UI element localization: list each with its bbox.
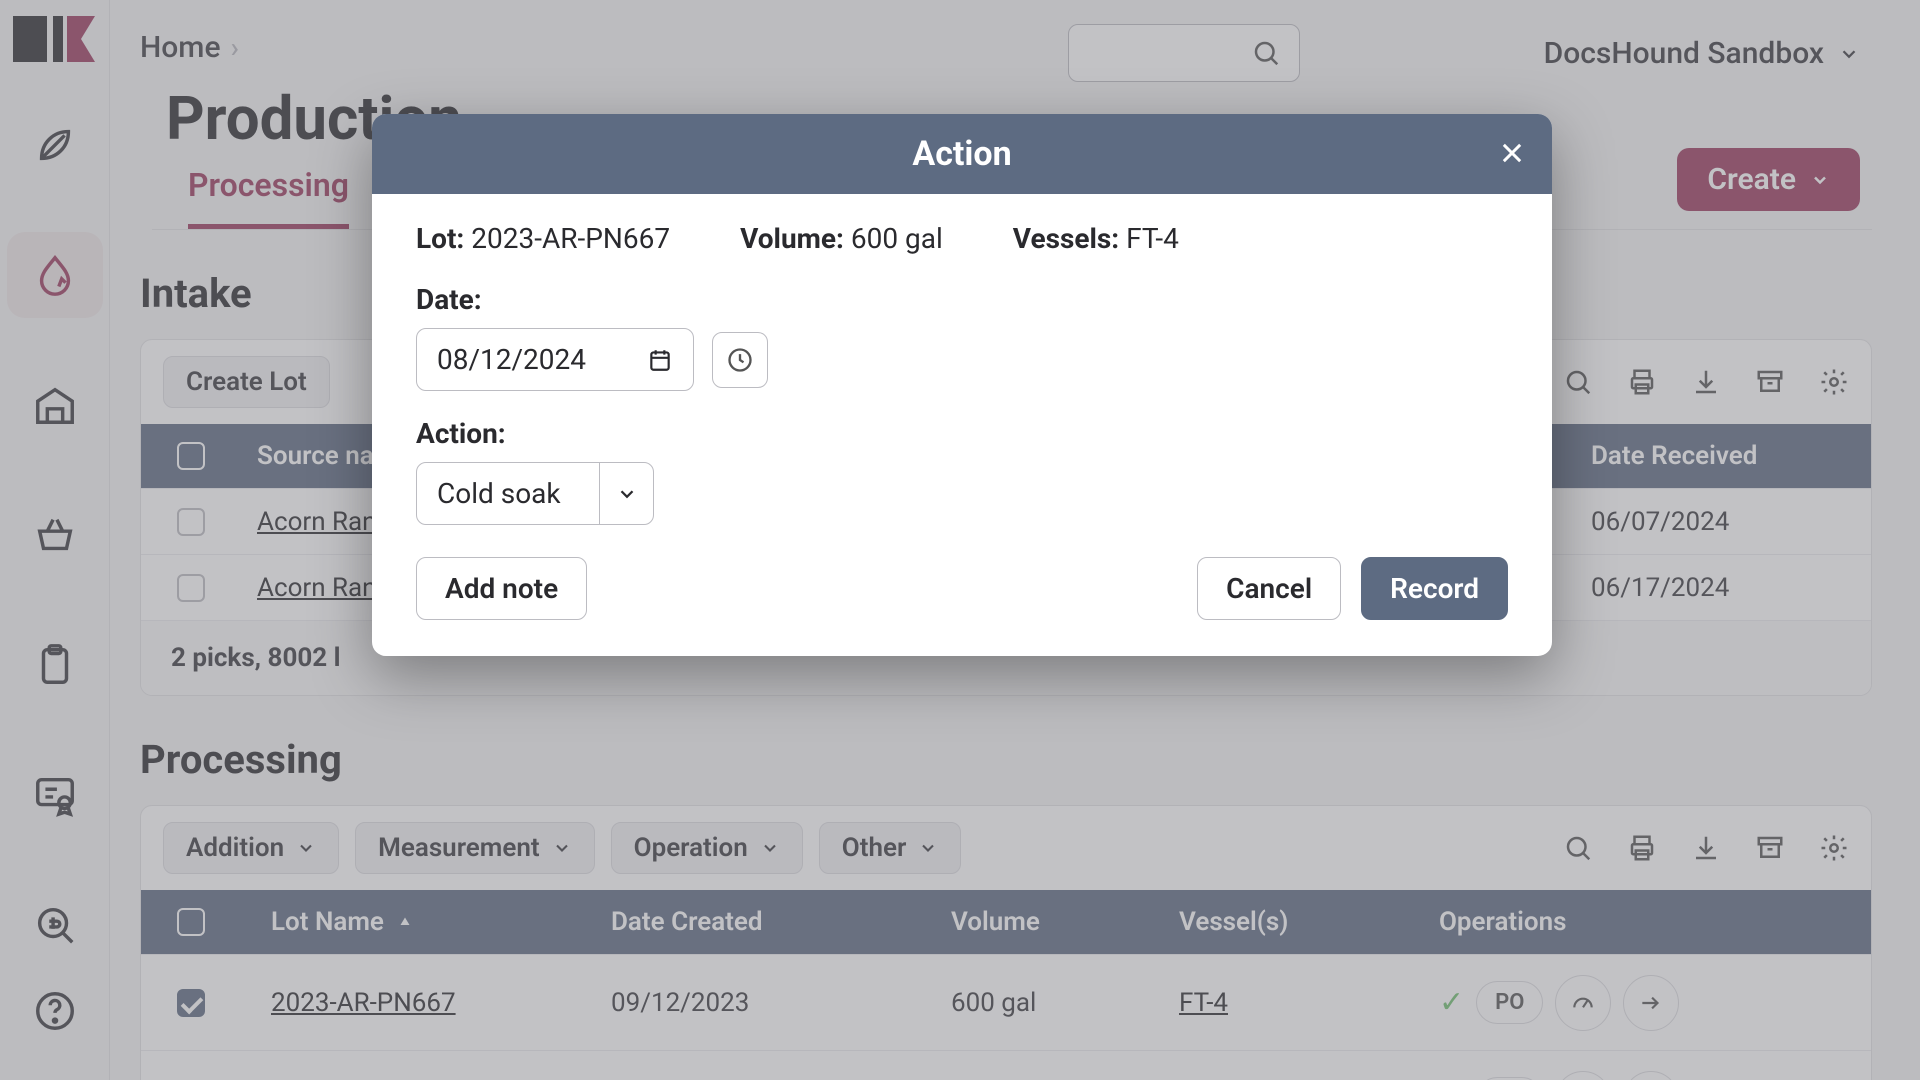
date-label: Date: xyxy=(416,283,1508,316)
record-button[interactable]: Record xyxy=(1361,557,1508,620)
calendar-icon xyxy=(647,347,673,373)
select-arrow xyxy=(599,463,653,524)
close-icon xyxy=(1498,139,1526,167)
cancel-button[interactable]: Cancel xyxy=(1197,557,1341,620)
action-label: Action: xyxy=(416,417,1508,450)
lot-label: Lot: xyxy=(416,222,464,255)
date-field[interactable]: 08/12/2024 xyxy=(416,328,694,391)
time-button[interactable] xyxy=(712,332,768,388)
add-note-label: Add note xyxy=(445,572,558,605)
action-modal: Action Lot: 2023-AR-PN667 Volume: 600 ga… xyxy=(372,114,1552,656)
close-button[interactable] xyxy=(1498,136,1526,176)
cancel-label: Cancel xyxy=(1226,572,1312,605)
add-note-button[interactable]: Add note xyxy=(416,557,587,620)
vessels-label: Vessels: xyxy=(1013,222,1119,255)
chevron-down-icon xyxy=(616,483,638,505)
record-label: Record xyxy=(1390,572,1479,605)
action-select[interactable]: Cold soak xyxy=(416,462,654,525)
modal-header: Action xyxy=(372,114,1552,194)
volume-label: Volume: xyxy=(740,222,844,255)
clock-icon xyxy=(726,346,754,374)
volume-value: 600 gal xyxy=(851,222,943,255)
modal-title: Action xyxy=(912,134,1011,174)
vessels-value: FT-4 xyxy=(1126,222,1179,255)
date-value: 08/12/2024 xyxy=(437,343,586,376)
action-value: Cold soak xyxy=(417,463,599,524)
lot-value: 2023-AR-PN667 xyxy=(471,222,670,255)
